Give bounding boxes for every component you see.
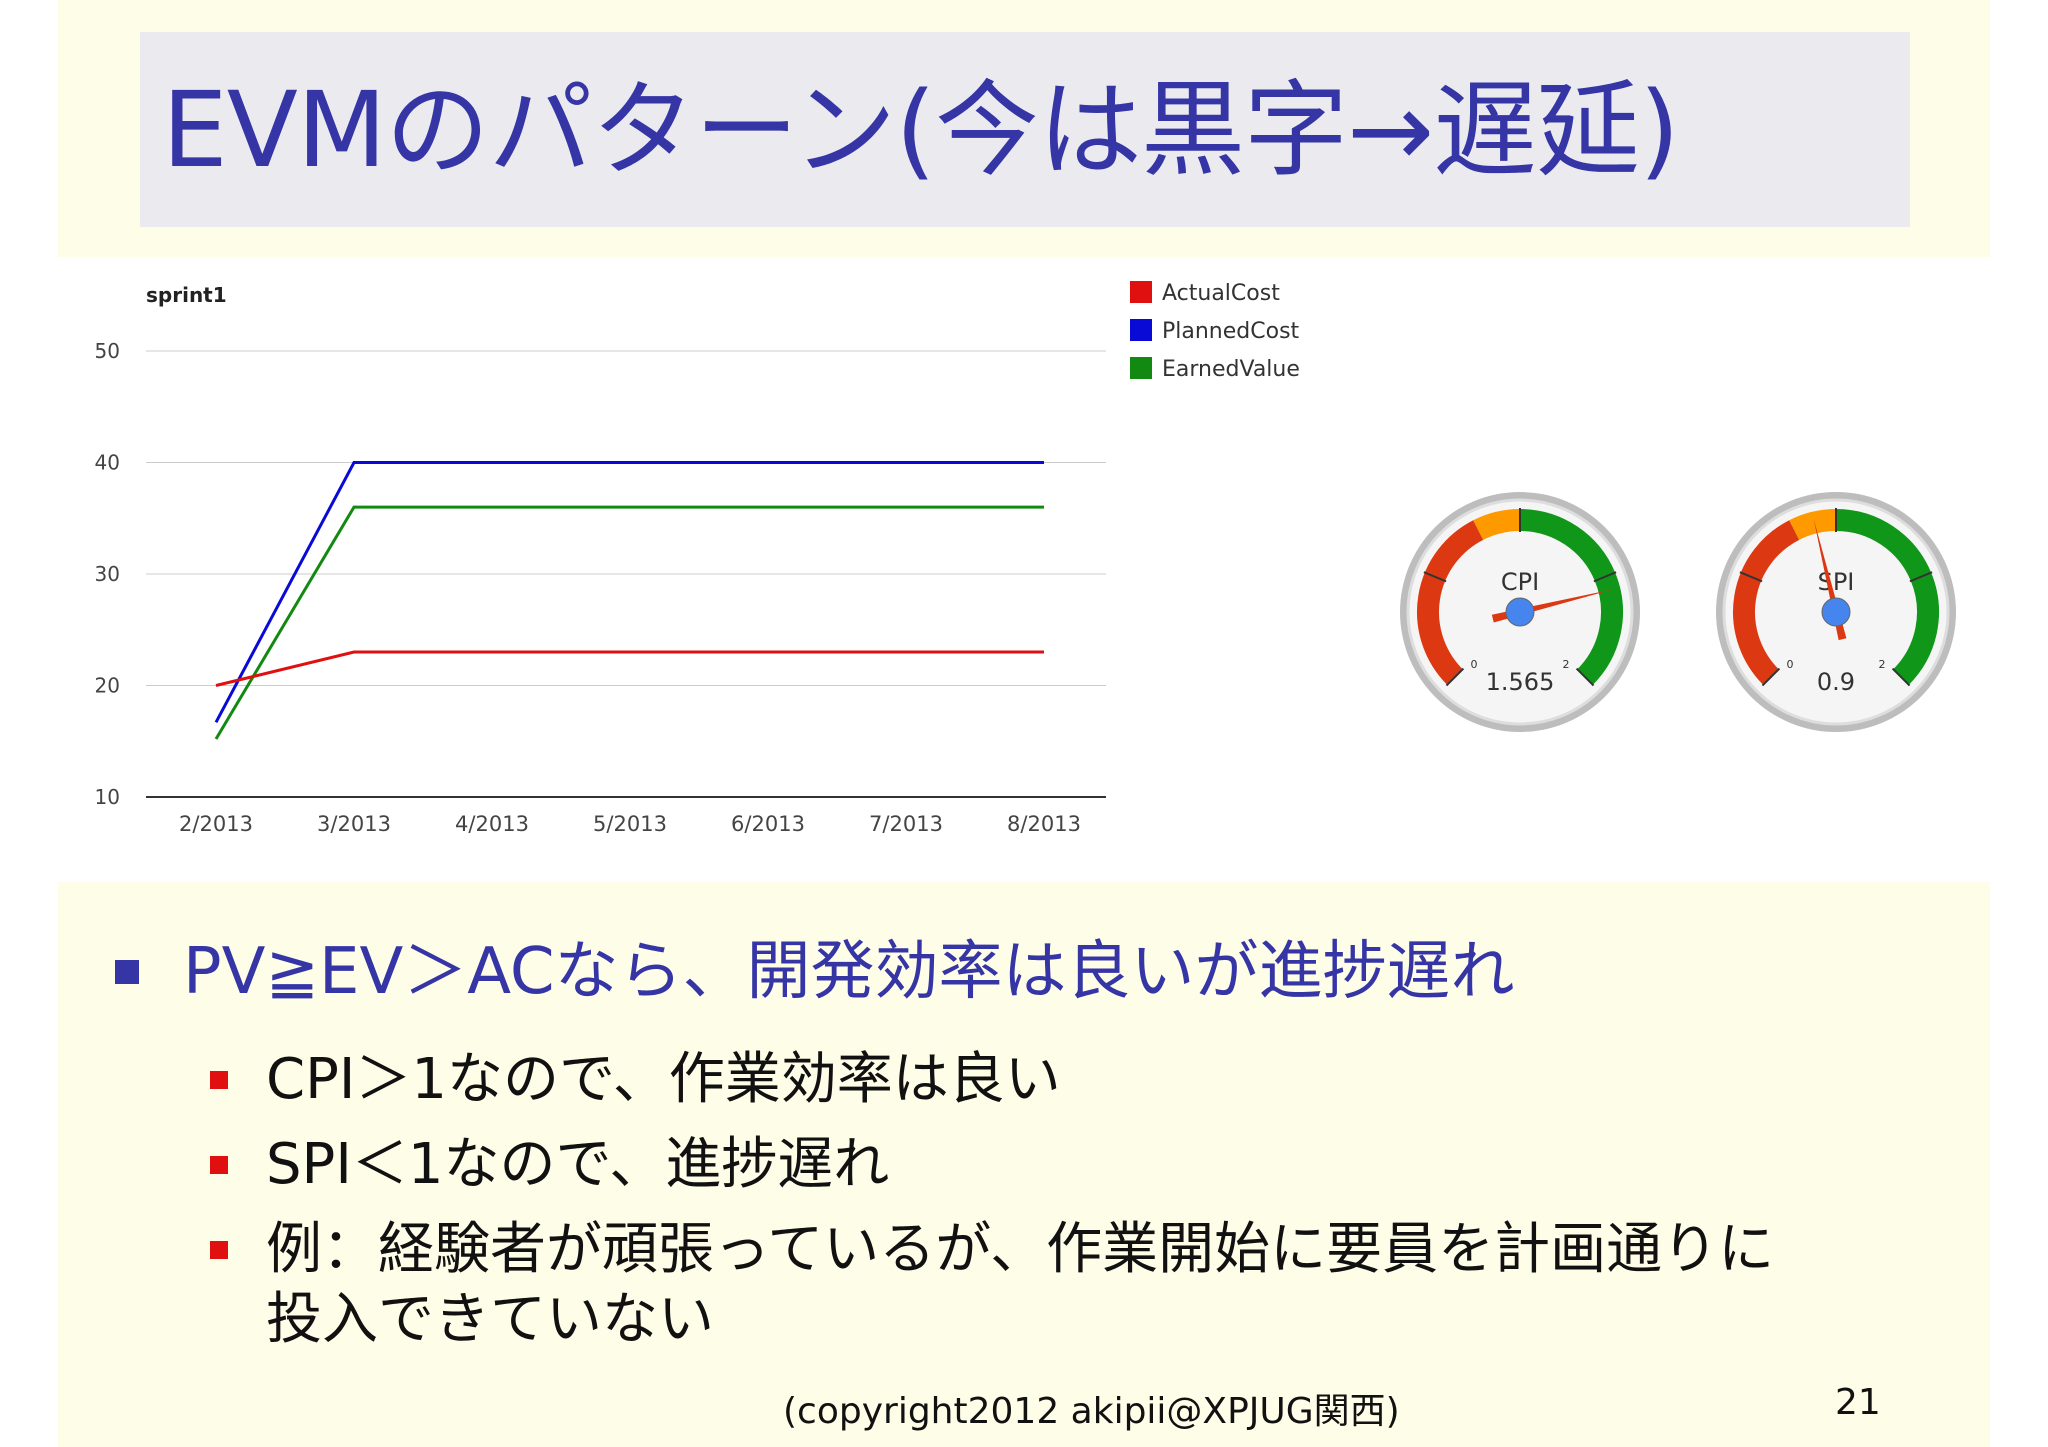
gauge-hub (1821, 597, 1851, 627)
page-number: 21 (1835, 1382, 1881, 1423)
y-tick-label: 30 (95, 562, 120, 586)
main-bullet: PV≧EV＞ACなら、開発効率は良いが進捗遅れ (115, 940, 1515, 1004)
chart-area: sprint1 10 20 30 40 50 2/2013 3/2013 4/2013 5/201… (58, 257, 1990, 882)
sub-bullet-text-line: 例：経験者が頑張っているが、作業開始に要員を計画通りに (266, 1217, 1775, 1282)
content-band (58, 882, 1990, 1447)
bullet-square-icon (210, 1241, 228, 1259)
legend-label: EarnedValue (1162, 357, 1300, 382)
gauge-tick (1575, 667, 1595, 687)
x-tick-label: 4/2013 (455, 812, 529, 836)
gauge-tick (1739, 571, 1763, 583)
chart-title: sprint1 (146, 283, 227, 307)
sub-bullet-text-block: 例：経験者が頑張っているが、作業開始に要員を計画通りに 投入できていない (266, 1215, 1774, 1355)
gauge-hub (1505, 597, 1535, 627)
y-tick-label: 40 (95, 451, 120, 475)
x-tick-label: 8/2013 (1007, 812, 1081, 836)
gauge-cpi: CPI 0 2 1.565 (1400, 492, 1640, 732)
line-chart: sprint1 10 20 30 40 50 2/2013 3/2013 4/2013 5/201… (95, 283, 1106, 836)
gauge-min-label: 0 (1787, 658, 1794, 671)
legend-swatch (1130, 281, 1152, 303)
gauge-spi: SPI 0 2 0.9 (1716, 492, 1956, 732)
gauge-min-label: 0 (1471, 658, 1478, 671)
x-tick-label: 6/2013 (731, 812, 805, 836)
bullet-square-icon (210, 1156, 228, 1174)
x-tick-label: 5/2013 (593, 812, 667, 836)
x-tick-label: 7/2013 (869, 812, 943, 836)
sub-bullet-text: SPI＜1なので、進捗遅れ (266, 1132, 890, 1197)
gauge-tick (1593, 571, 1617, 583)
gauge-red-band (1417, 520, 1484, 685)
gauge-label: CPI (1501, 568, 1539, 596)
slide-title: EVMのパターン(今は黒字→遅延) (162, 68, 1680, 191)
gauge-tick (1445, 667, 1465, 687)
sub-bullet: 例：経験者が頑張っているが、作業開始に要員を計画通りに 投入できていない (210, 1215, 1774, 1355)
sub-bullet-text: CPI＞1なので、作業効率は良い (266, 1047, 1061, 1112)
sub-bullet: CPI＞1なので、作業効率は良い (210, 1045, 1061, 1115)
gauge-tick (1909, 571, 1933, 583)
bullet-square-icon (210, 1071, 228, 1089)
gauge-red-band (1733, 520, 1800, 685)
gauge-value: 0.9 (1817, 668, 1855, 696)
gauge-max-label: 2 (1563, 658, 1570, 671)
sub-bullet-text-line: 投入できていない (266, 1287, 714, 1352)
copyright-footer: (copyright2012 akipii@XPJUG関西) (783, 1391, 1400, 1432)
gauge-max-label: 2 (1879, 658, 1886, 671)
x-tick-label: 2/2013 (179, 812, 253, 836)
gauge-tick (1891, 667, 1911, 687)
x-tick-label: 3/2013 (317, 812, 391, 836)
gauges: CPI 0 2 1.565 SPI 0 2 0.9 (1400, 492, 1956, 732)
y-tick-label: 20 (95, 674, 120, 698)
gauge-value: 1.565 (1486, 668, 1555, 696)
chart-legend: ActualCost PlannedCost EarnedValue (1130, 281, 1300, 382)
series-line-actualcost (215, 650, 1044, 687)
legend-swatch (1130, 357, 1152, 379)
title-box: EVMのパターン(今は黒字→遅延) (140, 32, 1910, 227)
series-line-plannedcost (214, 461, 1044, 723)
y-tick-label: 10 (95, 785, 120, 809)
main-bullet-text: PV≧EV＞ACなら、開発効率は良いが進捗遅れ (183, 935, 1515, 1009)
legend-label: ActualCost (1162, 281, 1280, 306)
sub-bullet: SPI＜1なので、進捗遅れ (210, 1130, 889, 1200)
legend-swatch (1130, 319, 1152, 341)
gauge-label: SPI (1818, 568, 1855, 596)
legend-label: PlannedCost (1162, 319, 1300, 344)
bullet-square-icon (115, 960, 139, 984)
gauge-tick (1423, 571, 1447, 583)
series-line-earnedvalue (214, 505, 1044, 740)
y-tick-label: 50 (95, 339, 120, 363)
gauge-orange-band (1473, 509, 1521, 540)
gauge-tick (1761, 667, 1781, 687)
